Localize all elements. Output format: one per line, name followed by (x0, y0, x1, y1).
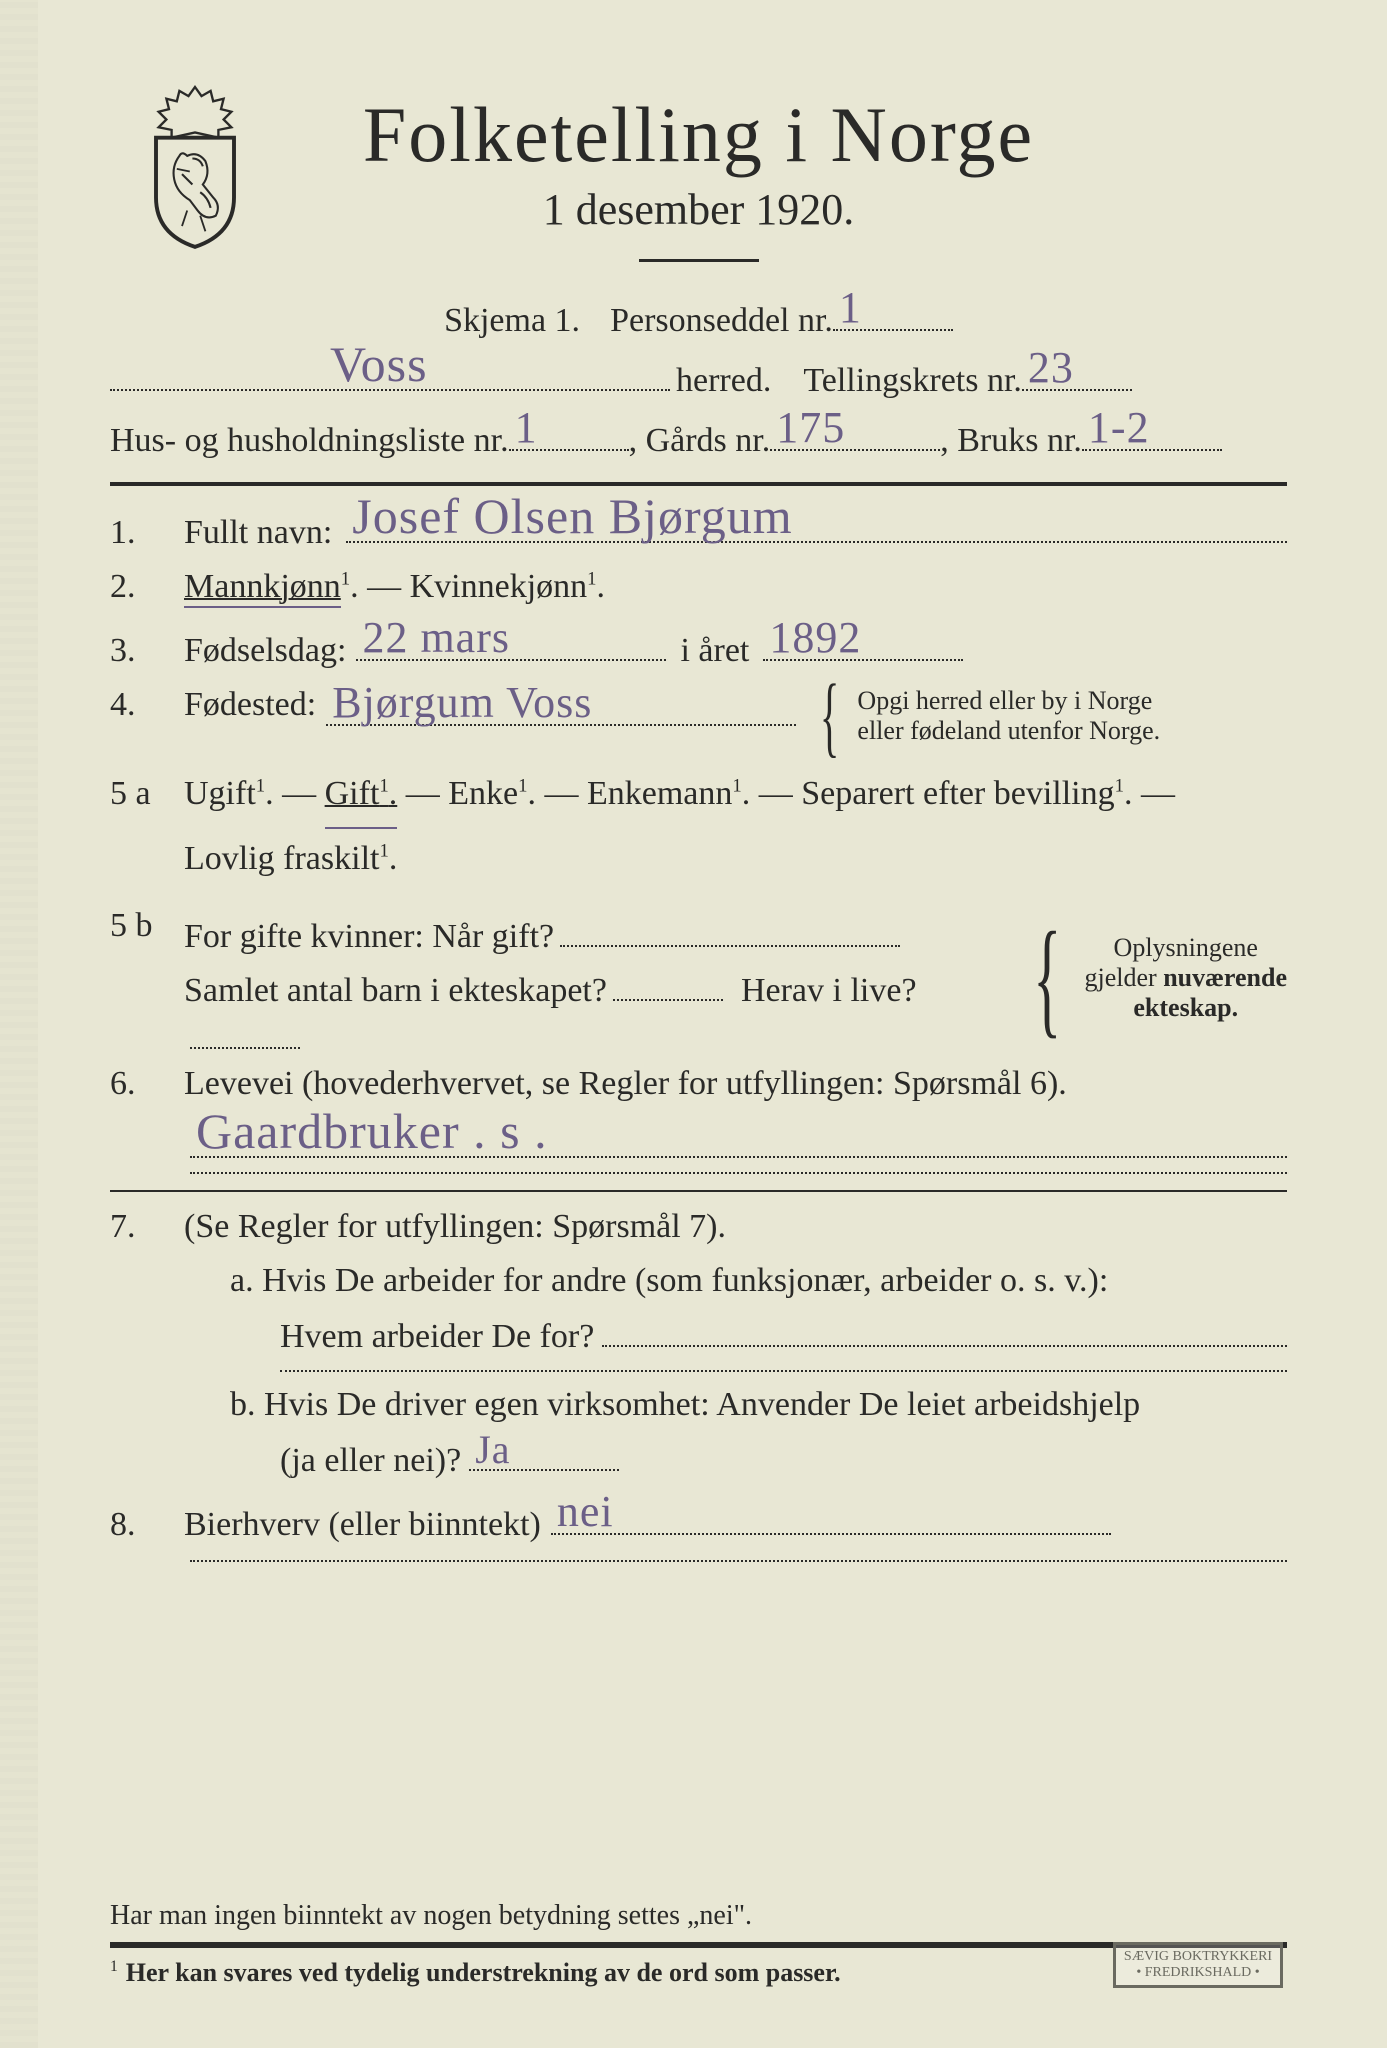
q3-row: 3. Fødselsdag: 22 mars i året 1892 (110, 622, 1287, 670)
q4-num: 4. (110, 686, 184, 724)
q6-label: Levevei (hovederhvervet, se Regler for u… (184, 1065, 1287, 1103)
q5a-separert: Separert efter bevilling (801, 775, 1114, 812)
section-rule-1 (110, 482, 1287, 486)
q7b-value: Ja (475, 1426, 510, 1473)
q3-year: 1892 (769, 612, 861, 663)
q3-mid: i året (680, 632, 749, 670)
q5a-enke: Enke (448, 775, 518, 812)
q7-head: (Se Regler for utfyllingen: Spørsmål 7). (184, 1208, 1287, 1246)
q5a-gift: Gift1. (325, 762, 398, 827)
q7a-line1: a. Hvis De arbeider for andre (som funks… (110, 1262, 1287, 1300)
personseddel-value: 1 (839, 282, 862, 333)
q2-mann: Mannkjønn (184, 568, 341, 606)
form-footer: Har man ingen biinntekt av nogen betydni… (110, 1900, 1287, 1988)
q1-row: 1. Fullt navn: Josef Olsen Bjørgum (110, 504, 1287, 552)
footer-rule (110, 1942, 1287, 1948)
q7a-line2: Hvem arbeider De for? (110, 1308, 1287, 1356)
q1-num: 1. (110, 514, 184, 552)
q5b-line2b: Herav i live? (741, 972, 917, 1010)
q6-value: Gaardbruker . s . (196, 1102, 548, 1160)
q8-value: nei (557, 1486, 614, 1537)
q1-value: Josef Olsen Bjørgum (352, 487, 792, 545)
q8-extra-line (190, 1560, 1287, 1562)
q6-num: 6. (110, 1065, 184, 1103)
bruks-value: 1-2 (1088, 402, 1150, 453)
q3-label: Fødselsdag: (184, 632, 346, 670)
q5b-num: 5 b (110, 907, 184, 945)
q5a-ugift: Ugift (184, 775, 256, 812)
q7a-extra-line (280, 1370, 1287, 1372)
q5b-line2a: Samlet antal barn i ekteskapet? (184, 972, 607, 1010)
tellingskrets-value: 23 (1028, 342, 1074, 393)
q8-num: 8. (110, 1506, 184, 1544)
q7b-line1: b. Hvis De driver egen virksomhet: Anven… (110, 1386, 1287, 1424)
q5b-line1: For gifte kvinner: Når gift? (184, 918, 554, 956)
q5a-fraskilt: Lovlig fraskilt (184, 840, 379, 877)
q3-day: 22 mars (362, 612, 510, 663)
q3-num: 3. (110, 632, 184, 670)
bruks-label: , Bruks nr. (940, 422, 1082, 460)
footer-note-2: 1Her kan svares ved tydelig understrekni… (110, 1958, 1287, 1988)
gaards-value: 175 (776, 402, 845, 453)
perforated-edge (0, 0, 38, 2048)
meta-row-3: Hus- og husholdningsliste nr. 1 , Gårds … (110, 412, 1287, 460)
tellingskrets-label: Tellingskrets nr. (803, 362, 1022, 400)
q5a-enkemann: Enkemann (587, 775, 732, 812)
q5b-row: 5 b For gifte kvinner: Når gift? Samlet … (110, 907, 1287, 1048)
meta-row-1: Skjema 1. Personseddel nr. 1 (110, 292, 1287, 340)
q4-note: { Opgi herred eller by i Norge eller fød… (808, 686, 1160, 746)
hus-label: Hus- og husholdningsliste nr. (110, 422, 509, 460)
q7-num: 7. (110, 1208, 184, 1246)
coat-of-arms-icon (130, 80, 260, 250)
personseddel-label: Personseddel nr. (610, 302, 833, 340)
q4-label: Fødested: (184, 686, 316, 724)
q6-extra-line (190, 1172, 1287, 1174)
herred-value: Voss (330, 335, 428, 393)
q2-kvinne: Kvinnekjønn (410, 568, 588, 605)
title-rule (639, 259, 759, 262)
q6-value-line: Gaardbruker . s . (110, 1119, 1287, 1158)
printer-stamp: SÆVIG BOKTRYKKERI • FREDRIKSHALD • (1113, 1942, 1283, 1988)
q2-num: 2. (110, 568, 184, 606)
q6-row: 6. Levevei (hovederhvervet, se Regler fo… (110, 1065, 1287, 1103)
q7-row: 7. (Se Regler for utfyllingen: Spørsmål … (110, 1208, 1287, 1246)
form-date: 1 desember 1920. (110, 184, 1287, 235)
section-rule-2 (110, 1190, 1287, 1192)
q4-value: Bjørgum Voss (332, 677, 592, 728)
herred-label: herred. (676, 362, 771, 400)
gaards-label: , Gårds nr. (629, 422, 771, 460)
hus-value: 1 (515, 402, 538, 453)
form-title: Folketelling i Norge (110, 90, 1287, 180)
meta-row-2: Voss herred. Tellingskrets nr. 23 (110, 352, 1287, 400)
q2-row: 2. Mannkjønn1. — Kvinnekjønn1. (110, 568, 1287, 606)
q4-row: 4. Fødested: Bjørgum Voss { Opgi herred … (110, 686, 1287, 746)
q5b-note: { Oplysningenegjelder nuværendeekteskap. (1016, 933, 1287, 1023)
q7b-line2: (ja eller nei)? Ja (110, 1432, 1287, 1480)
q8-label: Bierhverv (eller biinntekt) (184, 1506, 541, 1544)
footer-note-1: Har man ingen biinntekt av nogen betydni… (110, 1900, 1287, 1932)
q8-row: 8. Bierhverv (eller biinntekt) nei (110, 1496, 1287, 1544)
q5a-num: 5 a (110, 775, 184, 813)
schema-label: Skjema 1. (444, 302, 580, 340)
q1-label: Fullt navn: (184, 514, 332, 552)
q5a-row: 5 a Ugift1. — Gift1. — Enke1. — Enkemann… (110, 762, 1287, 891)
form-header: Folketelling i Norge 1 desember 1920. (110, 90, 1287, 262)
